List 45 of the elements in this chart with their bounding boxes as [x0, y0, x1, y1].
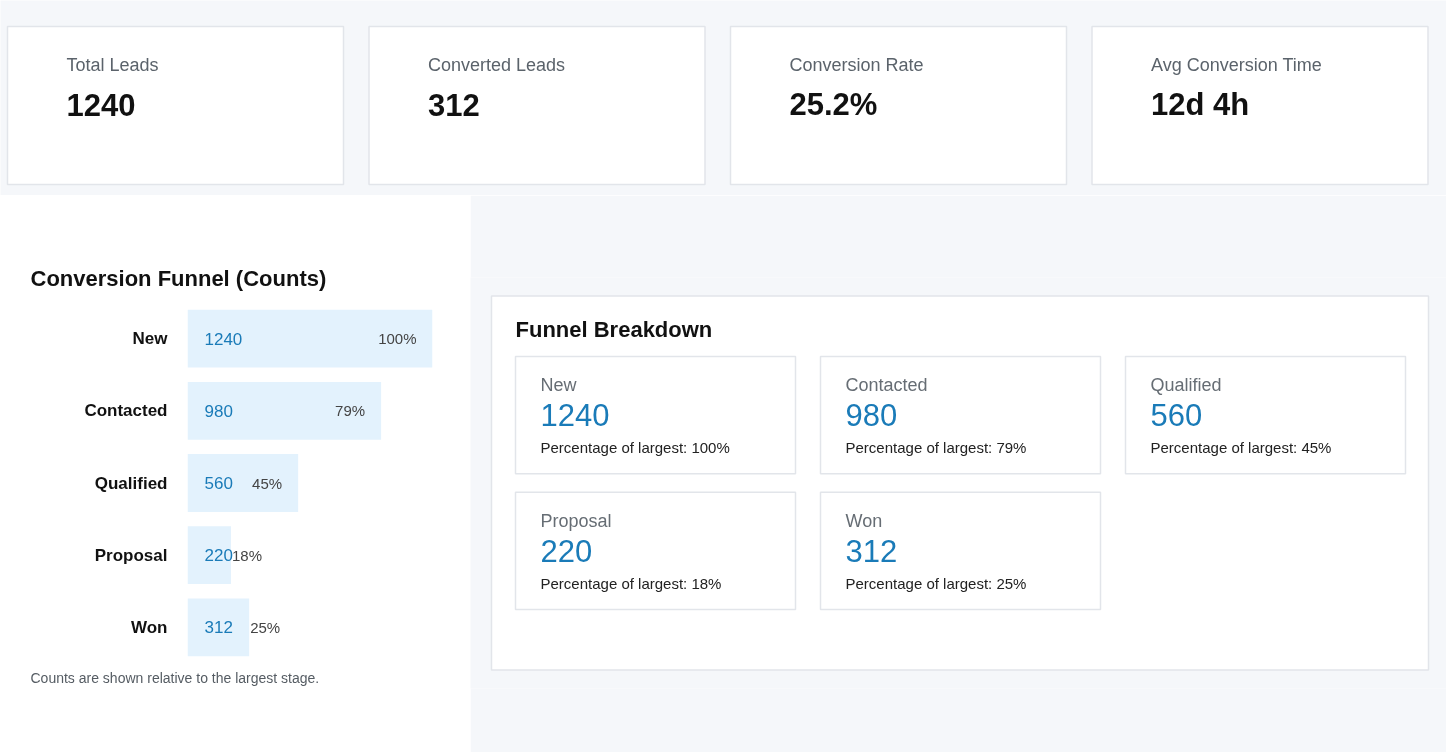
text: Percentage of largest: 100% [540, 439, 730, 457]
annotation: 45% [252, 474, 283, 492]
bar [187, 381, 382, 440]
data-label: 312 [204, 618, 233, 638]
annotation: 79% [335, 402, 366, 420]
text: 560 [1150, 397, 1203, 433]
text: Percentage of largest: 79% [845, 439, 1027, 457]
y-tick-label: New [132, 329, 169, 349]
text: Proposal [540, 511, 612, 531]
text: 1240 [66, 87, 136, 123]
text: 1240 [540, 397, 610, 433]
data-label: 220 [204, 546, 233, 566]
text: 312 [428, 87, 480, 123]
bar [187, 454, 299, 512]
text: Funnel Breakdown [515, 316, 713, 342]
text: Percentage of largest: 18% [540, 575, 722, 593]
text: Total Leads [66, 54, 159, 75]
chart-title: Conversion Funnel (Counts) [30, 265, 327, 291]
data-label: 980 [204, 401, 233, 421]
y-tick-label: Won [130, 617, 168, 637]
text: 312 [845, 533, 898, 569]
text: 980 [845, 397, 898, 433]
y-tick-label: Contacted [84, 401, 168, 421]
text: Converted Leads [428, 54, 566, 75]
y-tick-label: Proposal [94, 545, 168, 565]
annotation: 100% [378, 330, 417, 348]
text: Avg Conversion Time [1151, 54, 1322, 75]
bar [187, 309, 433, 368]
text: Won [845, 511, 883, 531]
text: New [540, 375, 578, 396]
y-tick-label: Qualified [94, 473, 168, 493]
bar [187, 526, 231, 585]
text: Counts are shown relative to the largest stage. [30, 669, 320, 686]
text: 25.2% [789, 87, 878, 122]
data-label: 1240 [204, 329, 243, 349]
text: 220 [540, 533, 593, 569]
text: Conversion Rate [789, 54, 924, 75]
text: Percentage of largest: 25% [845, 575, 1027, 593]
text: 12d 4h [1151, 87, 1250, 122]
text: Contacted [845, 375, 928, 396]
bar [187, 598, 250, 657]
annotation: 25% [250, 618, 281, 636]
text: Qualified [1150, 375, 1222, 396]
text: Percentage of largest: 45% [1150, 439, 1332, 457]
data-label: 560 [204, 474, 233, 493]
